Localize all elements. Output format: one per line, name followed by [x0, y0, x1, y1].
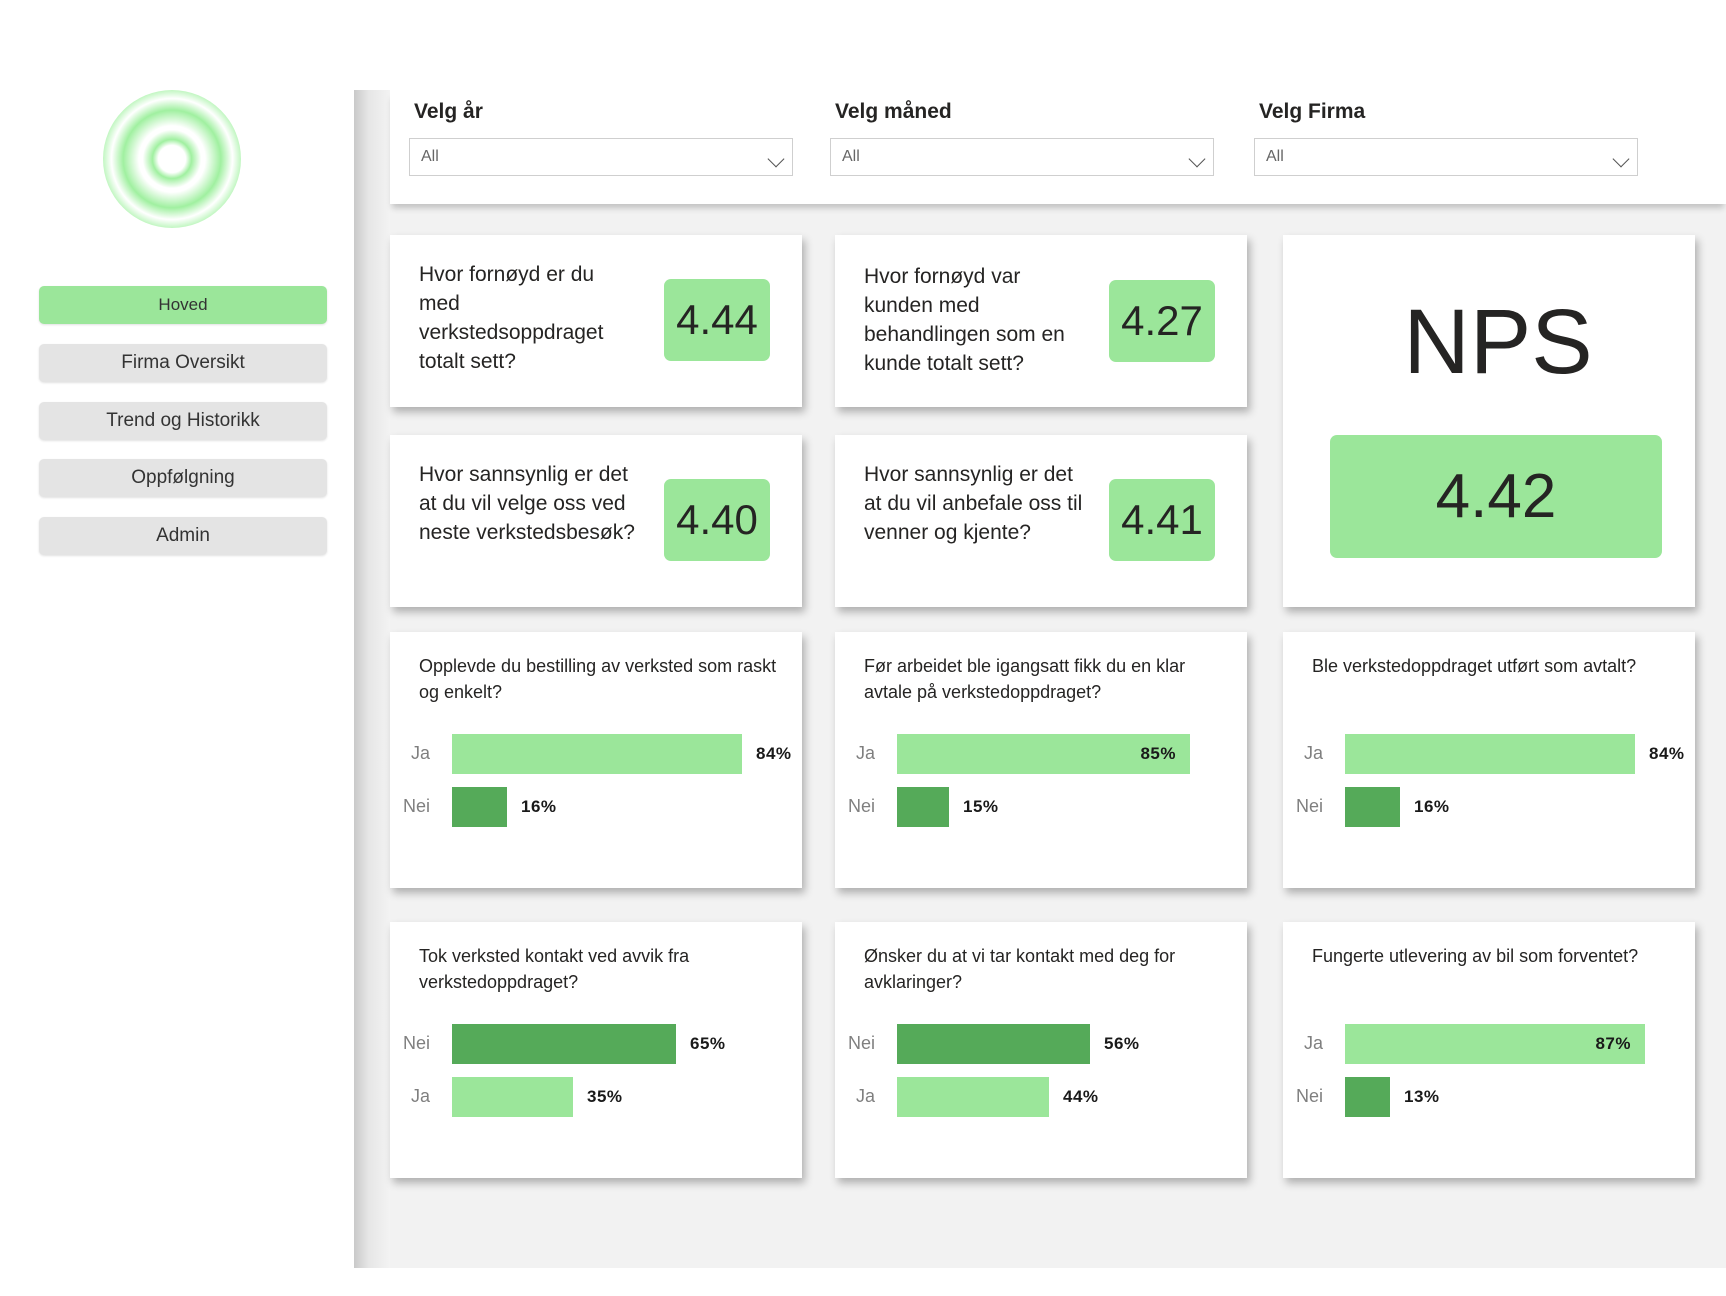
bar-chart-question: Før arbeidet ble igangsatt fikk du en kl…	[864, 656, 1186, 702]
bar-nei	[897, 1024, 1090, 1064]
bar-category-label: Ja	[1303, 1033, 1323, 1053]
nav-firma-oversikt-button[interactable]: Firma Oversikt	[39, 344, 327, 382]
panel-divider	[354, 90, 390, 1268]
bar-ja	[897, 734, 1190, 774]
bar-nei	[1345, 1077, 1390, 1117]
chevron-down-icon	[1612, 150, 1630, 168]
bar-value-label: 87%	[1595, 1034, 1631, 1053]
bar-nei	[897, 787, 949, 827]
bar-ja	[452, 1077, 573, 1117]
bar-category-label: Nei	[847, 1033, 875, 1053]
bar-value-label: 85%	[1140, 744, 1176, 763]
kpi-value: 4.27	[1109, 280, 1215, 362]
bar-category-label: Nei	[402, 1033, 430, 1053]
bar-value-label: 56%	[1104, 1034, 1140, 1053]
bar-value-label: 16%	[521, 797, 557, 816]
filter-company-select[interactable]: All	[1254, 138, 1638, 176]
bar-value-label: 44%	[1063, 1087, 1099, 1106]
bar-category-label: Nei	[847, 796, 875, 816]
company-logo	[103, 90, 241, 228]
nav-oppfolgning-button[interactable]: Oppfølgning	[39, 459, 327, 497]
kpi-question: Hvor sannsynlig er det at du vil velge o…	[419, 463, 635, 544]
bar-ja	[1345, 734, 1635, 774]
filter-month-value: All	[842, 148, 860, 165]
bar-category-label: Nei	[402, 796, 430, 816]
filter-month-label: Velg måned	[835, 100, 952, 123]
bar-category-label: Ja	[855, 743, 875, 763]
filter-year-select[interactable]: All	[409, 138, 793, 176]
bar-ja	[897, 1077, 1049, 1117]
bar-ja	[1345, 1024, 1645, 1064]
nav-hoved-button[interactable]: Hoved	[39, 286, 327, 324]
nps-value: 4.42	[1330, 435, 1662, 558]
filter-year-label: Velg år	[414, 100, 483, 123]
kpi-question: Hvor sannsynlig er det at du vil anbefal…	[864, 463, 1083, 544]
bar-value-label: 16%	[1414, 797, 1450, 816]
bar-chart-question: Fungerte utlevering av bil som forventet…	[1312, 946, 1639, 966]
bar-chart-question: Opplevde du bestilling av verksted som r…	[419, 656, 777, 702]
nav-admin-button[interactable]: Admin	[39, 517, 327, 555]
bar-category-label: Nei	[1295, 796, 1323, 816]
bar-value-label: 35%	[587, 1087, 623, 1106]
bar-chart-question: Tok verksted kontakt ved avvik fra verks…	[419, 946, 690, 992]
bar-category-label: Ja	[410, 743, 430, 763]
bar-value-label: 15%	[963, 797, 999, 816]
bar-category-label: Ja	[410, 1086, 430, 1106]
nav-trend-historikk-button[interactable]: Trend og Historikk	[39, 402, 327, 440]
kpi-value: 4.41	[1109, 479, 1215, 561]
bar-category-label: Ja	[855, 1086, 875, 1106]
bar-value-label: 84%	[756, 744, 792, 763]
kpi-value: 4.40	[664, 479, 770, 561]
bar-chart-question: Ønsker du at vi tar kontakt med deg for …	[864, 946, 1176, 992]
bar-nei	[452, 787, 507, 827]
filter-month-select[interactable]: All	[830, 138, 1214, 176]
bar-value-label: 65%	[690, 1034, 726, 1053]
bar-ja	[452, 734, 742, 774]
kpi-value: 4.44	[664, 279, 770, 361]
filter-company-value: All	[1266, 148, 1284, 165]
bar-nei	[1345, 787, 1400, 827]
kpi-question: Hvor fornøyd er du med verkstedsoppdrage…	[419, 263, 604, 373]
chevron-down-icon	[1188, 150, 1206, 168]
bar-nei	[452, 1024, 676, 1064]
bar-chart-question: Ble verkstedoppdraget utført som avtalt?	[1312, 656, 1637, 676]
bar-category-label: Ja	[1303, 743, 1323, 763]
nps-title: NPS	[1403, 291, 1593, 393]
bar-value-label: 13%	[1404, 1087, 1440, 1106]
kpi-question: Hvor fornøyd var kunden med behandlingen…	[864, 265, 1065, 375]
bar-category-label: Nei	[1295, 1086, 1323, 1106]
chevron-down-icon	[767, 150, 785, 168]
filter-company-label: Velg Firma	[1259, 100, 1366, 123]
bar-value-label: 84%	[1649, 744, 1685, 763]
filter-year-value: All	[421, 148, 439, 165]
